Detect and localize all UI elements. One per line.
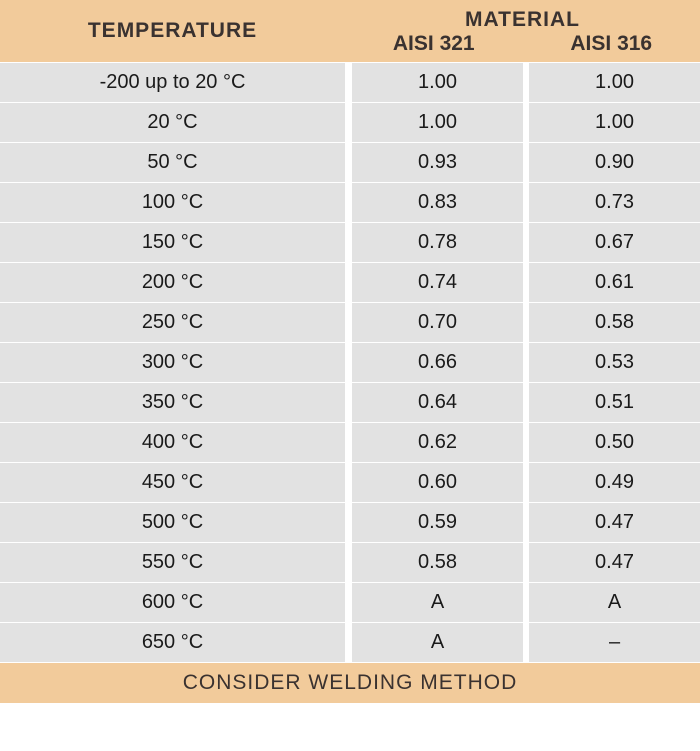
cell-temperature: 100 °C <box>0 183 345 222</box>
table-row: 400 °C0.620.50 <box>0 423 700 463</box>
cell-temperature: 400 °C <box>0 423 345 462</box>
cell-aisi316: 0.73 <box>529 183 700 222</box>
table-header: TEMPERATURE MATERIAL AISI 321 AISI 316 <box>0 0 700 63</box>
cell-aisi316: 0.50 <box>529 423 700 462</box>
table-body: -200 up to 20 °C1.001.0020 °C1.001.0050 … <box>0 63 700 663</box>
table-row: 650 °CA– <box>0 623 700 663</box>
cell-aisi321: 0.66 <box>352 343 523 382</box>
header-temperature: TEMPERATURE <box>0 0 345 62</box>
table-row: 200 °C0.740.61 <box>0 263 700 303</box>
cell-aisi321: 0.59 <box>352 503 523 542</box>
table-row: -200 up to 20 °C1.001.00 <box>0 63 700 103</box>
cell-temperature: 350 °C <box>0 383 345 422</box>
cell-aisi321: 0.58 <box>352 543 523 582</box>
cell-aisi321: 0.83 <box>352 183 523 222</box>
table-row: 150 °C0.780.67 <box>0 223 700 263</box>
cell-aisi316: 0.90 <box>529 143 700 182</box>
table-row: 550 °C0.580.47 <box>0 543 700 583</box>
cell-aisi321: 0.64 <box>352 383 523 422</box>
cell-aisi316: A <box>529 583 700 622</box>
cell-aisi321: 1.00 <box>352 63 523 102</box>
cell-aisi316: – <box>529 623 700 662</box>
cell-aisi316: 0.67 <box>529 223 700 262</box>
cell-aisi321: 0.60 <box>352 463 523 502</box>
cell-aisi321: A <box>352 583 523 622</box>
table-row: 20 °C1.001.00 <box>0 103 700 143</box>
material-table: TEMPERATURE MATERIAL AISI 321 AISI 316 -… <box>0 0 700 704</box>
cell-temperature: 600 °C <box>0 583 345 622</box>
cell-aisi321: 0.78 <box>352 223 523 262</box>
table-row: 350 °C0.640.51 <box>0 383 700 423</box>
cell-aisi316: 0.47 <box>529 503 700 542</box>
cell-aisi316: 0.51 <box>529 383 700 422</box>
cell-aisi316: 0.61 <box>529 263 700 302</box>
cell-aisi321: 0.62 <box>352 423 523 462</box>
cell-aisi321: 0.93 <box>352 143 523 182</box>
table-row: 300 °C0.660.53 <box>0 343 700 383</box>
cell-aisi316: 0.58 <box>529 303 700 342</box>
cell-temperature: 200 °C <box>0 263 345 302</box>
table-row: 250 °C0.700.58 <box>0 303 700 343</box>
cell-aisi321: 1.00 <box>352 103 523 142</box>
cell-temperature: 50 °C <box>0 143 345 182</box>
table-footer: CONSIDER WELDING METHOD <box>0 663 700 704</box>
table-row: 450 °C0.600.49 <box>0 463 700 503</box>
cell-aisi321: 0.74 <box>352 263 523 302</box>
cell-temperature: -200 up to 20 °C <box>0 63 345 102</box>
cell-temperature: 150 °C <box>0 223 345 262</box>
cell-temperature: 550 °C <box>0 543 345 582</box>
cell-aisi316: 0.47 <box>529 543 700 582</box>
header-col-aisi316: AISI 316 <box>523 32 700 62</box>
cell-aisi321: 0.70 <box>352 303 523 342</box>
table-row: 600 °CAA <box>0 583 700 623</box>
cell-temperature: 300 °C <box>0 343 345 382</box>
cell-aisi316: 0.53 <box>529 343 700 382</box>
header-material-group: MATERIAL AISI 321 AISI 316 <box>345 0 700 62</box>
table-row: 50 °C0.930.90 <box>0 143 700 183</box>
cell-aisi316: 0.49 <box>529 463 700 502</box>
table-row: 100 °C0.830.73 <box>0 183 700 223</box>
cell-aisi321: A <box>352 623 523 662</box>
cell-temperature: 20 °C <box>0 103 345 142</box>
cell-temperature: 250 °C <box>0 303 345 342</box>
cell-temperature: 500 °C <box>0 503 345 542</box>
cell-aisi316: 1.00 <box>529 103 700 142</box>
table-row: 500 °C0.590.47 <box>0 503 700 543</box>
cell-aisi316: 1.00 <box>529 63 700 102</box>
cell-temperature: 450 °C <box>0 463 345 502</box>
cell-temperature: 650 °C <box>0 623 345 662</box>
header-col-aisi321: AISI 321 <box>345 32 523 62</box>
header-material: MATERIAL <box>345 0 700 32</box>
